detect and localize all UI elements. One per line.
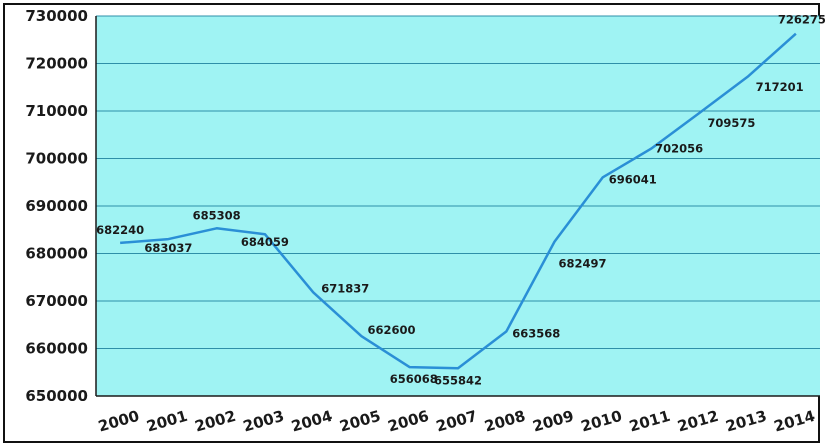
- y-tick-label: 690000: [25, 197, 88, 215]
- data-label: 702056: [655, 142, 703, 156]
- x-tick-label: 2002: [193, 407, 238, 436]
- data-label: 682240: [96, 223, 144, 237]
- y-tick-label: 720000: [25, 55, 88, 73]
- y-tick-label: 710000: [25, 102, 88, 120]
- y-tick-label: 660000: [25, 340, 88, 358]
- x-tick-label: 2005: [338, 407, 383, 436]
- x-tick-label: 2004: [289, 407, 334, 436]
- data-label: 685308: [193, 208, 241, 222]
- data-label: 684059: [241, 235, 289, 249]
- grid-lines: [96, 15, 820, 349]
- series-line: [120, 32, 797, 370]
- y-axis-ticks: 650000 660000 670000 680000 690000 700000 7100…: [25, 7, 88, 405]
- x-tick-label: 2010: [579, 407, 624, 436]
- data-label: 696041: [609, 172, 657, 186]
- axes: [95, 16, 820, 397]
- y-tick-label: 670000: [25, 292, 88, 310]
- y-tick-label: 680000: [25, 245, 88, 263]
- data-label: 682497: [559, 257, 607, 271]
- x-tick-label: 2008: [482, 407, 527, 436]
- data-label: 663568: [512, 327, 560, 341]
- data-label: 726275: [778, 13, 825, 27]
- x-tick-label: 2013: [724, 407, 769, 436]
- data-label: 655842: [434, 373, 482, 387]
- x-tick-label: 2011: [627, 407, 672, 436]
- data-label: 717201: [756, 80, 804, 94]
- x-tick-label: 2000: [96, 407, 141, 436]
- x-tick-label: 2001: [144, 407, 189, 436]
- data-label: 662600: [367, 323, 415, 337]
- x-tick-label: 2014: [772, 407, 817, 436]
- x-tick-label: 2007: [434, 407, 479, 436]
- y-tick-label: 700000: [25, 150, 88, 168]
- data-label: 709575: [707, 116, 755, 130]
- x-tick-label: 2012: [675, 407, 720, 436]
- data-label: 656068: [390, 372, 438, 386]
- y-tick-label: 730000: [25, 7, 88, 25]
- x-tick-label: 2009: [531, 407, 576, 436]
- x-tick-label: 2006: [386, 407, 431, 436]
- data-label: 671837: [321, 281, 369, 295]
- data-label: 683037: [144, 241, 192, 255]
- x-tick-label: 2003: [241, 407, 286, 436]
- x-axis-ticks: 2000 2001 2002 2003 2004 2005 2006 2007 2008 2009…: [96, 407, 817, 436]
- y-tick-label: 650000: [25, 387, 88, 405]
